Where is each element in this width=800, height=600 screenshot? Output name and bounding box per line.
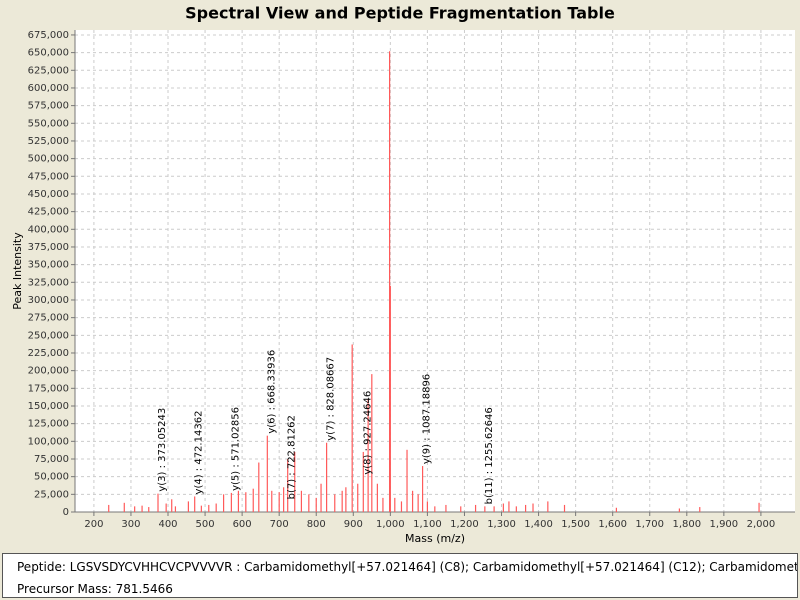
y-tick-label: 325,000 (28, 277, 69, 288)
y-tick-label: 100,000 (28, 436, 69, 447)
peak-annotation: y(9) : 1087.18896 (422, 374, 433, 464)
y-tick-label: 75,000 (34, 454, 69, 465)
y-tick-label: 625,000 (28, 65, 69, 76)
y-tick-label: 50,000 (34, 472, 69, 483)
peak-annotation: b(7) : 722.81262 (287, 415, 298, 499)
y-tick-label: 300,000 (28, 295, 69, 306)
peak-annotation: b(11) : 1255.62646 (484, 407, 495, 504)
y-tick-label: 375,000 (28, 242, 69, 253)
y-tick-label: 550,000 (28, 118, 69, 129)
peak-annotation: y(8) : 927.24646 (362, 391, 373, 475)
y-tick-label: 25,000 (34, 489, 69, 500)
x-tick-label: 900 (344, 519, 363, 530)
peak-annotation: y(7) : 828.08667 (326, 357, 337, 441)
x-tick-label: 600 (233, 519, 252, 530)
x-tick-label: 2,000 (747, 519, 776, 530)
y-tick-label: 150,000 (28, 401, 69, 412)
y-tick-label: 0 (63, 507, 69, 518)
chart: Spectral View and Peptide Fragmentation … (11, 4, 795, 545)
y-tick-label: 475,000 (28, 171, 69, 182)
info-panel: Peptide: LGSVSDYCVHHCVCPVVVVR : Carbamid… (2, 553, 798, 598)
x-tick-label: 300 (121, 519, 140, 530)
y-tick-label: 400,000 (28, 224, 69, 235)
y-tick-label: 600,000 (28, 83, 69, 94)
y-tick-label: 525,000 (28, 136, 69, 147)
x-tick-label: 500 (196, 519, 215, 530)
x-tick-label: 1,800 (672, 519, 701, 530)
y-tick-label: 650,000 (28, 48, 69, 59)
x-tick-label: 1,600 (598, 519, 627, 530)
x-tick-label: 1,400 (524, 519, 553, 530)
plot-area (75, 30, 795, 512)
chart-title: Spectral View and Peptide Fragmentation … (185, 4, 615, 23)
x-tick-label: 800 (307, 519, 326, 530)
y-tick-label: 675,000 (28, 30, 69, 41)
x-tick-label: 1,000 (376, 519, 405, 530)
y-tick-label: 500,000 (28, 154, 69, 165)
x-axis-label: Mass (m/z) (405, 532, 465, 545)
x-tick-label: 1,900 (710, 519, 739, 530)
x-tick-label: 1,300 (487, 519, 516, 530)
y-tick-label: 425,000 (28, 207, 69, 218)
y-axis-label: Peak Intensity (11, 232, 24, 310)
y-tick-label: 450,000 (28, 189, 69, 200)
y-tick-label: 575,000 (28, 101, 69, 112)
y-tick-label: 250,000 (28, 330, 69, 341)
y-tick-label: 225,000 (28, 348, 69, 359)
x-tick-label: 1,100 (413, 519, 442, 530)
peak-annotation: y(4) : 472.14362 (194, 411, 205, 495)
x-tick-label: 200 (84, 519, 103, 530)
y-tick-label: 175,000 (28, 383, 69, 394)
x-tick-label: 700 (270, 519, 289, 530)
peak-annotation: y(3) : 373.05243 (157, 408, 168, 492)
y-tick-label: 125,000 (28, 419, 69, 430)
precursor-text: Precursor Mass: 781.5466 (17, 582, 173, 596)
x-tick-label: 1,200 (450, 519, 479, 530)
x-tick-label: 1,700 (635, 519, 664, 530)
y-tick-label: 350,000 (28, 260, 69, 271)
x-tick-label: 400 (158, 519, 177, 530)
peak-annotation: y(6) : 668.33936 (266, 350, 277, 434)
y-tick-label: 200,000 (28, 366, 69, 377)
peak-annotation: y(5) : 571.02856 (230, 407, 241, 491)
peptide-text: Peptide: LGSVSDYCVHHCVCPVVVVR : Carbamid… (17, 560, 798, 574)
x-tick-label: 1,500 (561, 519, 590, 530)
y-tick-label: 275,000 (28, 313, 69, 324)
